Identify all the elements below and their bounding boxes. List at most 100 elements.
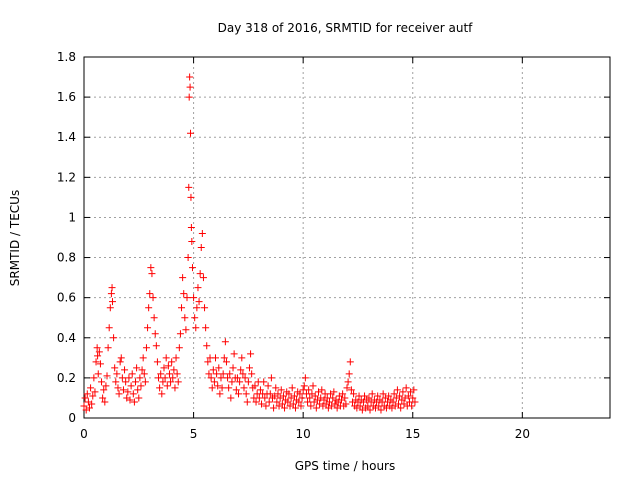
data-point <box>188 238 196 246</box>
data-point <box>312 404 320 412</box>
data-point <box>346 358 354 366</box>
data-point <box>157 370 165 378</box>
data-point <box>145 304 153 312</box>
data-point <box>266 390 274 398</box>
data-point <box>281 404 289 412</box>
data-point <box>117 354 125 362</box>
data-point <box>172 354 180 362</box>
data-point <box>260 378 268 386</box>
data-point <box>173 370 181 378</box>
data-point <box>183 294 191 302</box>
data-point <box>227 394 235 402</box>
data-point <box>148 270 156 278</box>
data-point <box>342 400 350 408</box>
data-point <box>187 129 195 137</box>
data-point <box>159 378 167 386</box>
data-point <box>377 406 385 414</box>
y-tick-label: 0.4 <box>57 331 76 345</box>
data-point <box>228 378 236 386</box>
data-point <box>374 392 382 400</box>
axis-ticks: 0 0.2 0.4 0.6 0.8 1 1.2 1.4 1.6 1.8 0 5 10 15 20 <box>57 50 610 441</box>
data-point <box>389 398 397 406</box>
data-point <box>277 386 285 394</box>
data-point <box>98 378 106 386</box>
data-point <box>94 370 102 378</box>
data-point <box>366 406 374 414</box>
data-point <box>219 370 227 378</box>
data-point <box>175 344 183 352</box>
data-point <box>140 370 148 378</box>
data-point <box>265 398 273 406</box>
data-point <box>262 402 270 410</box>
data-point <box>390 390 398 398</box>
data-point <box>343 384 351 392</box>
data-point <box>306 394 314 402</box>
data-point <box>288 384 296 392</box>
data-point <box>105 324 113 332</box>
data-point <box>115 390 123 398</box>
data-point <box>256 386 264 394</box>
data-point <box>96 360 104 368</box>
data-point <box>138 366 146 374</box>
data-point <box>238 354 246 362</box>
data-point <box>289 400 297 408</box>
data-point <box>185 183 193 191</box>
data-point <box>85 404 93 412</box>
data-point <box>106 304 114 312</box>
data-point <box>144 324 152 332</box>
data-point <box>195 298 203 306</box>
data-point <box>244 378 252 386</box>
data-point <box>251 382 259 390</box>
data-point <box>237 366 245 374</box>
data-point <box>118 374 126 382</box>
data-point <box>126 396 134 404</box>
data-point <box>132 378 140 386</box>
data-point <box>112 378 120 386</box>
data-point <box>188 264 196 272</box>
data-point <box>236 378 244 386</box>
data-point <box>176 330 184 338</box>
data-point <box>201 304 209 312</box>
data-point <box>341 394 349 402</box>
data-point <box>150 314 158 322</box>
x-tick-label: 20 <box>515 427 530 441</box>
data-point <box>156 384 164 392</box>
data-point <box>229 364 237 372</box>
y-tick-label: 1 <box>68 210 76 224</box>
data-point <box>184 254 192 262</box>
data-point <box>164 362 172 370</box>
data-point <box>136 374 144 382</box>
data-point <box>267 374 275 382</box>
data-point <box>270 404 278 412</box>
data-point <box>153 358 161 366</box>
data-point <box>410 386 418 394</box>
data-point <box>149 294 157 302</box>
data-point <box>90 374 98 382</box>
data-point <box>347 386 355 394</box>
data-point <box>128 370 136 378</box>
data-point <box>208 384 216 392</box>
data-point <box>142 344 150 352</box>
data-point <box>135 394 143 402</box>
data-point <box>304 398 312 406</box>
data-point <box>170 366 178 374</box>
data-point <box>102 382 110 390</box>
x-tick-label: 15 <box>405 427 420 441</box>
data-point <box>300 382 308 390</box>
data-point <box>368 390 376 398</box>
data-points <box>80 73 419 414</box>
data-point <box>264 382 272 390</box>
data-point <box>185 93 193 101</box>
data-point <box>87 384 95 392</box>
data-point <box>81 394 89 402</box>
data-point <box>330 388 338 396</box>
data-point <box>207 374 215 382</box>
data-point <box>179 274 187 282</box>
data-point <box>146 290 154 298</box>
data-point <box>95 348 103 356</box>
data-point <box>273 398 281 406</box>
data-point <box>121 366 129 374</box>
data-point <box>92 358 100 366</box>
data-point <box>191 314 199 322</box>
data-point <box>169 374 177 382</box>
